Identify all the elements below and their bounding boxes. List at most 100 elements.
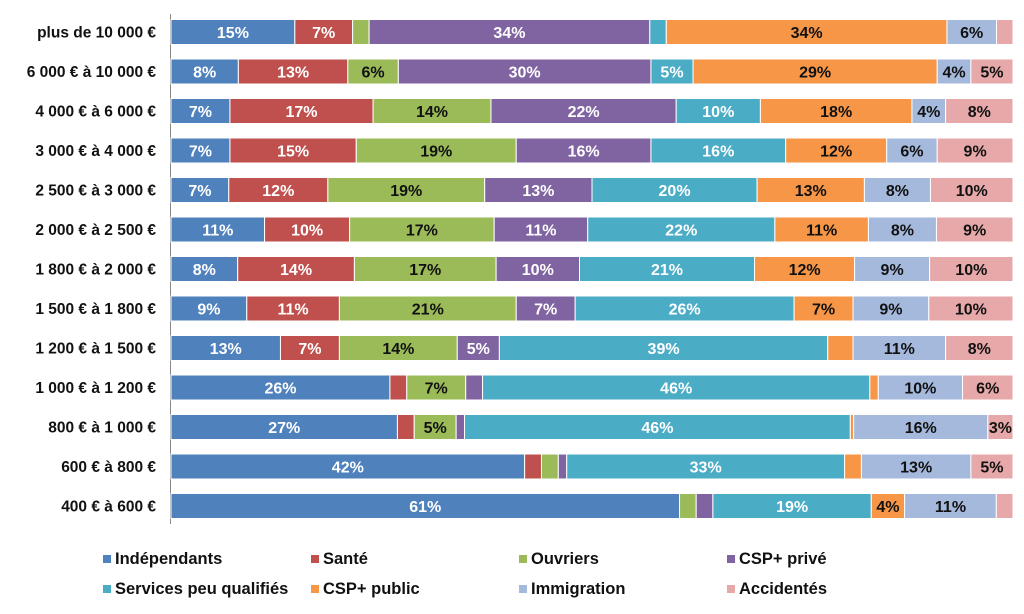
legend-item-services-peu-qualifies: Services peu qualifiés <box>103 580 288 598</box>
data-label: 61% <box>409 499 441 516</box>
category-label: plus de 10 000 € <box>37 25 156 42</box>
data-label: 19% <box>776 499 808 516</box>
bar-segment-csp-prive <box>515 295 576 322</box>
legend-label: Immigration <box>531 580 625 598</box>
data-label: 10% <box>955 262 987 279</box>
bar-segment-immigration <box>863 177 931 203</box>
bar-segment-accidentes <box>995 493 1014 519</box>
data-label: 8% <box>968 341 991 358</box>
data-label: 42% <box>332 460 364 477</box>
data-label: 8% <box>193 262 216 279</box>
bar-segment-services-peu-qualifies <box>650 58 694 85</box>
bar-segment-accidentes <box>929 256 1014 282</box>
data-label: 3% <box>989 420 1012 437</box>
legend-swatch <box>311 585 319 593</box>
bar-segment-accidentes <box>995 19 1014 45</box>
legend-item-csp-public: CSP+ public <box>311 580 420 598</box>
legend: Indépendants Santé Ouvriers CSP+ privé Servi… <box>103 550 827 598</box>
bar-segment-accidentes <box>970 58 1014 85</box>
data-label: 8% <box>891 223 914 240</box>
bar-segment-csp-prive <box>455 414 466 440</box>
data-label: 22% <box>568 104 600 121</box>
legend-swatch <box>727 555 735 563</box>
category-label: 6 000 € à 10 000 € <box>27 64 157 81</box>
data-label: 4% <box>942 65 965 82</box>
data-label: 10% <box>522 262 554 279</box>
data-label: 20% <box>659 183 691 200</box>
legend-label: Services peu qualifiés <box>115 580 288 598</box>
data-label: 16% <box>905 420 937 437</box>
bar-segment-services-peu-qualifies <box>566 453 846 480</box>
bar-segment-csp-prive <box>456 335 500 361</box>
bar-segment-csp-prive <box>368 19 651 45</box>
bar-segment-independants <box>170 493 681 519</box>
bar-segment-ouvriers <box>352 19 370 45</box>
data-label: 22% <box>665 223 697 240</box>
bar-segment-accidentes <box>987 414 1014 440</box>
data-label: 13% <box>277 65 309 82</box>
bar-segment-sante <box>524 453 542 480</box>
bar-segment-immigration <box>854 256 931 282</box>
legend-swatch <box>103 585 111 593</box>
bar-segment-accidentes <box>945 335 1014 361</box>
legend-item-independants: Indépendants <box>103 550 222 568</box>
data-label: 7% <box>534 302 557 319</box>
data-label: 9% <box>879 302 902 319</box>
bar-segment-sante <box>229 98 374 124</box>
data-label: 17% <box>409 262 441 279</box>
bar-segment-csp-public <box>827 335 854 361</box>
bar-segment-immigration <box>852 335 947 361</box>
data-label: 10% <box>956 183 988 200</box>
category-label: 3 000 € à 4 000 € <box>35 143 156 160</box>
category-label: 400 € à 600 € <box>61 499 156 516</box>
data-label: 6% <box>362 65 385 82</box>
data-label: 33% <box>690 460 722 477</box>
data-label: 8% <box>968 104 991 121</box>
data-label: 46% <box>660 381 692 398</box>
data-label: 12% <box>789 262 821 279</box>
data-label: 7% <box>189 104 212 121</box>
data-label: 7% <box>812 302 835 319</box>
data-label: 11% <box>806 223 837 240</box>
data-label: 9% <box>963 223 986 240</box>
bar-segment-ouvriers <box>372 98 492 124</box>
category-label: 1 200 € à 1 500 € <box>35 341 156 358</box>
bar-segment-services-peu-qualifies <box>650 137 787 164</box>
data-label: 14% <box>382 341 414 358</box>
bar-segment-csp-public <box>756 177 865 203</box>
data-label: 9% <box>964 144 987 161</box>
data-label: 7% <box>312 25 335 42</box>
legend-swatch <box>103 555 111 563</box>
data-label: 26% <box>264 381 296 398</box>
bar-segment-sante <box>229 137 357 164</box>
bar-segment-sante <box>396 414 415 440</box>
category-label: 1 800 € à 2 000 € <box>35 262 156 279</box>
bar-segment-csp-prive <box>490 98 677 124</box>
data-label: 5% <box>980 460 1003 477</box>
data-label: 8% <box>193 65 216 82</box>
data-label: 34% <box>493 25 525 42</box>
data-label: 13% <box>795 183 827 200</box>
bar-segment-services-peu-qualifies <box>482 374 871 401</box>
data-label: 13% <box>900 460 932 477</box>
data-label: 13% <box>522 183 554 200</box>
bar-segment-csp-prive <box>557 453 568 480</box>
bar-segment-ouvriers <box>327 177 486 203</box>
bar-segment-independants <box>170 216 266 243</box>
bar-segment-accidentes <box>928 295 1014 322</box>
bar-segment-independants <box>170 177 230 203</box>
data-label: 16% <box>568 144 600 161</box>
legend-label: CSP+ public <box>323 580 420 598</box>
data-label: 39% <box>648 341 680 358</box>
data-label: 11% <box>278 302 309 319</box>
data-label: 5% <box>660 65 683 82</box>
bar-segment-sante <box>294 19 354 45</box>
data-label: 17% <box>285 104 317 121</box>
data-label: 10% <box>702 104 734 121</box>
bars-group: 15% 7% 34% 34% 6% 8% 13% 6% 30% 5% 29% 4% 5% 7% 17% 14%… <box>170 19 1014 519</box>
legend-swatch <box>519 555 527 563</box>
data-label: 12% <box>820 144 852 161</box>
bar-segment-csp-public <box>869 374 879 401</box>
bar-segment-immigration <box>852 295 930 322</box>
